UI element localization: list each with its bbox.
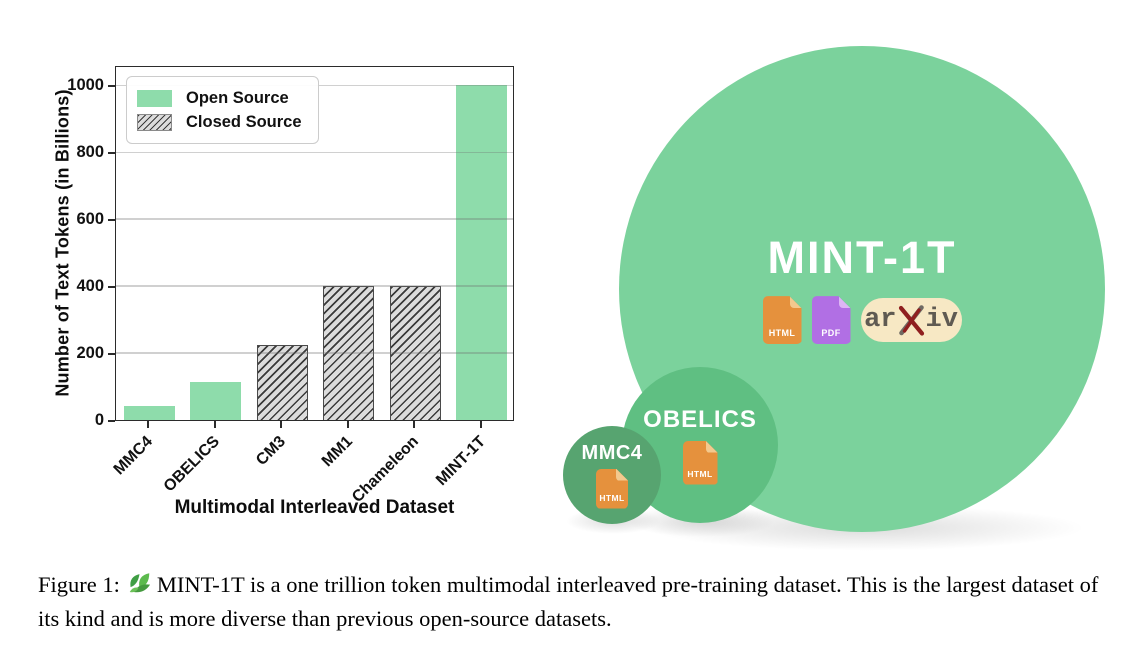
x-tick-label-chameleon: Chameleon bbox=[349, 433, 423, 507]
gridline-600 bbox=[116, 218, 513, 220]
legend-label: Open Source bbox=[186, 88, 289, 107]
y-tick-mark bbox=[108, 286, 115, 288]
y-tick-mark bbox=[108, 353, 115, 355]
x-tick-label-obelics: OBELICS bbox=[160, 433, 223, 496]
gridline-800 bbox=[116, 151, 513, 153]
mmc4-circle: MMC4 HTML bbox=[563, 426, 661, 524]
x-tick-mark bbox=[346, 421, 349, 428]
closed-source-swatch bbox=[137, 113, 172, 131]
bar-mint-1t bbox=[456, 85, 508, 420]
y-tick-label-600: 600 bbox=[76, 210, 104, 229]
y-tick-mark bbox=[108, 219, 115, 221]
html-icon-label: HTML bbox=[599, 492, 625, 503]
x-tick-mark bbox=[147, 421, 150, 428]
y-tick-label-200: 200 bbox=[76, 344, 104, 363]
x-tick-label-mm1: MM1 bbox=[318, 433, 356, 471]
pdf-icon-label: PDF bbox=[821, 328, 841, 339]
bar-chameleon bbox=[389, 286, 441, 420]
y-tick-mark bbox=[108, 152, 115, 154]
arxiv-x-icon bbox=[898, 304, 924, 336]
mint-leaf-icon bbox=[126, 570, 153, 605]
arxiv-prefix: ar bbox=[864, 304, 897, 335]
y-tick-label-400: 400 bbox=[76, 277, 104, 296]
caption-prefix: Figure 1: bbox=[38, 571, 120, 597]
x-tick-label-mint-1t: MINT-1T bbox=[432, 433, 489, 490]
mmc4-label: MMC4 bbox=[581, 441, 643, 464]
bar-obelics bbox=[190, 381, 242, 420]
legend-entry-open-source: Open Source bbox=[137, 86, 302, 110]
y-tick-mark bbox=[108, 85, 115, 87]
arxiv-logo: ar iv bbox=[860, 298, 962, 343]
bar-cm3 bbox=[256, 344, 308, 420]
folded-corner bbox=[839, 296, 851, 308]
pdf-document-icon: PDF bbox=[812, 296, 851, 344]
obelics-doc-icons: HTML bbox=[683, 441, 718, 485]
figure-caption: Figure 1: MINT-1T is a one trillion toke… bbox=[38, 570, 1116, 635]
y-tick-label-800: 800 bbox=[76, 143, 104, 162]
folded-corner bbox=[790, 296, 802, 308]
x-tick-mark bbox=[413, 421, 416, 428]
legend-entry-closed-source: Closed Source bbox=[137, 110, 302, 134]
html-document-icon: HTML bbox=[763, 296, 802, 344]
arxiv-suffix: iv bbox=[925, 304, 958, 335]
x-tick-label-mmc4: MMC4 bbox=[110, 433, 157, 479]
html-icon-label: HTML bbox=[768, 328, 796, 339]
bar-mm1 bbox=[323, 286, 375, 420]
mint-1t-doc-icons: HTML PDF ar iv bbox=[763, 296, 962, 344]
y-tick-mark bbox=[108, 420, 115, 422]
x-axis-title: Multimodal Interleaved Dataset bbox=[174, 497, 455, 518]
html-document-icon: HTML bbox=[683, 441, 718, 485]
gridline-400 bbox=[116, 285, 513, 287]
x-tick-label-cm3: CM3 bbox=[253, 433, 290, 469]
mint-1t-label: MINT-1T bbox=[767, 231, 957, 283]
y-tick-label-1000: 1000 bbox=[67, 76, 104, 95]
gridline-200 bbox=[116, 352, 513, 354]
folded-corner bbox=[706, 441, 718, 453]
dataset-bubble-diagram: MINT-1T HTML PDF ar iv bbox=[556, 0, 1136, 551]
y-tick-label-0: 0 bbox=[94, 411, 104, 429]
bar-chart: Number of Text Tokens (in Billions) 0 200… bbox=[0, 0, 560, 545]
caption-body: MINT-1T is a one trillion token multimod… bbox=[38, 571, 1099, 632]
obelics-label: OBELICS bbox=[643, 405, 757, 433]
bar-mmc4 bbox=[123, 405, 175, 420]
html-document-icon: HTML bbox=[596, 469, 628, 509]
mmc4-doc-icons: HTML bbox=[596, 469, 628, 509]
x-tick-mark bbox=[479, 421, 482, 428]
chart-legend: Open Source Closed Source bbox=[126, 76, 319, 144]
x-tick-mark bbox=[213, 421, 216, 428]
open-source-swatch bbox=[137, 89, 172, 107]
html-icon-label: HTML bbox=[687, 468, 713, 479]
folded-corner bbox=[616, 469, 628, 481]
x-tick-mark bbox=[280, 421, 283, 428]
legend-label: Closed Source bbox=[186, 112, 302, 131]
